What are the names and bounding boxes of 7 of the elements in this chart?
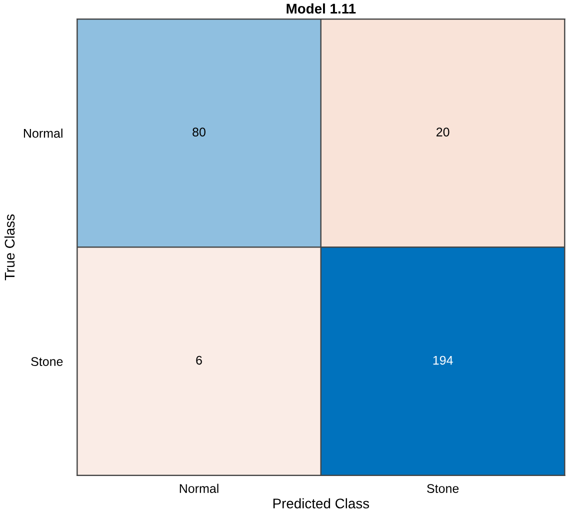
x-axis-title: Predicted Class xyxy=(273,498,370,508)
data-label: 6 xyxy=(196,356,202,365)
data-label: 194 xyxy=(433,356,453,365)
y-axis-title: True Class xyxy=(4,214,15,280)
chart-title: Model 1.11 xyxy=(286,3,356,14)
data-label: 20 xyxy=(436,128,450,136)
data-label: 80 xyxy=(192,128,206,136)
